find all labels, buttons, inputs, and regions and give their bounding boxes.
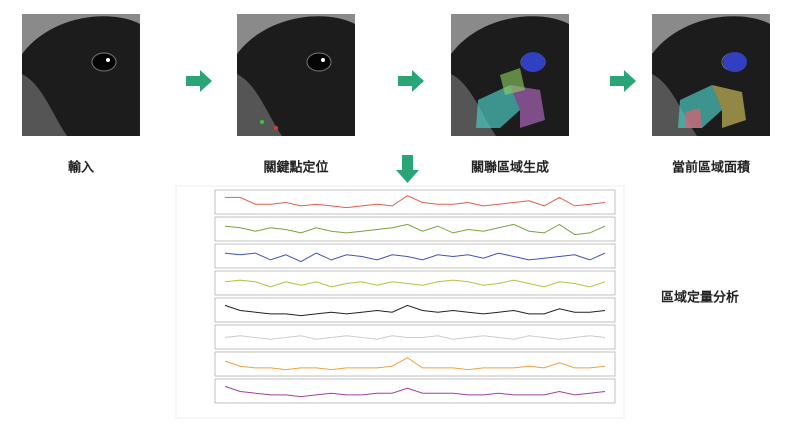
trace-frame [214,243,616,269]
trace-frame [214,351,616,377]
trace-frame [214,324,616,350]
trace-frame [214,270,616,296]
step-label: 關鍵點定位 [263,160,328,176]
input-image [21,13,141,137]
analysis-label: 區域定量分析 [661,290,739,306]
keypoint-image [236,13,356,137]
trace-frame [214,378,616,404]
region-image [450,13,570,137]
arrows [186,70,636,183]
trace-line [224,223,606,236]
trace-line [225,195,606,209]
trace-line [224,385,606,398]
plot-panel [175,185,625,419]
trace-line [224,335,606,340]
trace-frame [214,297,616,323]
area-image [651,13,771,137]
step-label: 輸入 [68,160,94,176]
trace-frame [214,216,616,242]
trace-frame [214,189,616,215]
trace-line [224,279,606,288]
trace-line [224,357,606,371]
step-label: 當前區域面積 [672,160,751,176]
trace-line [224,252,606,263]
step-label: 關聯區域生成 [471,160,549,176]
trace-line [224,304,606,317]
